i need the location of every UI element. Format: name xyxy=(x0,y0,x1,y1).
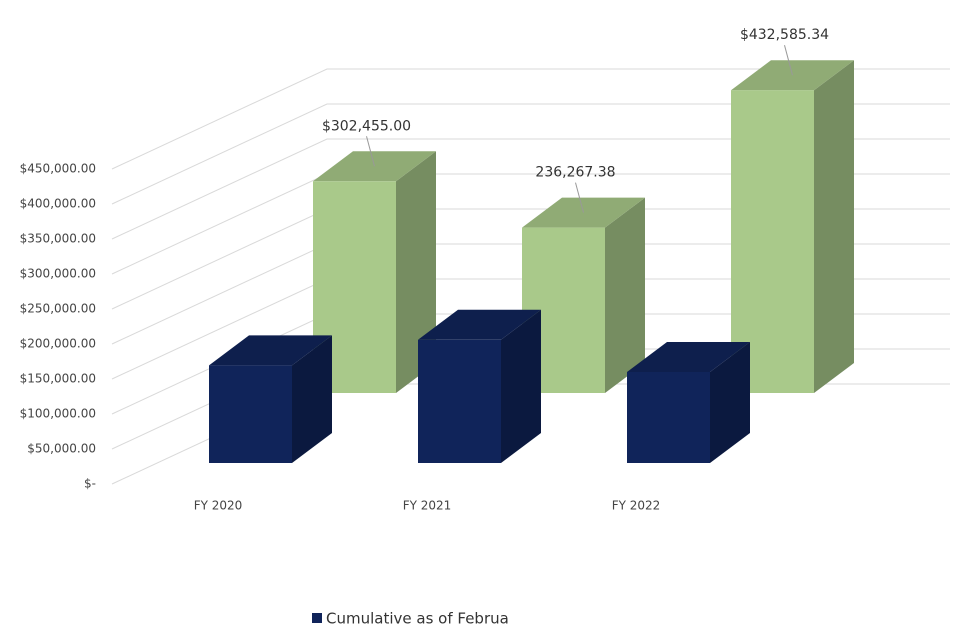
data-label: 236,267.38 xyxy=(535,165,615,181)
bar-side xyxy=(396,151,436,393)
bar xyxy=(209,335,332,463)
x-tick-label: FY 2022 xyxy=(612,499,661,513)
y-tick-label: $200,000.00 xyxy=(20,337,96,351)
data-label: $432,585.34 xyxy=(740,27,829,43)
y-tick-label: $350,000.00 xyxy=(20,232,96,246)
bar xyxy=(627,342,750,463)
y-tick-label: $300,000.00 xyxy=(20,267,96,281)
y-tick-label: $250,000.00 xyxy=(20,302,96,316)
y-tick-label: $400,000.00 xyxy=(20,197,96,211)
leader-line xyxy=(575,182,584,213)
leader-line xyxy=(784,45,793,76)
y-tick-label: $450,000.00 xyxy=(20,162,96,176)
bar-front xyxy=(209,365,292,463)
x-tick-label: FY 2020 xyxy=(194,499,243,513)
bar-side xyxy=(501,309,541,463)
leader-line xyxy=(366,136,375,167)
y-tick-label: $100,000.00 xyxy=(20,407,96,421)
bar-side xyxy=(605,197,645,393)
bar-top xyxy=(627,342,750,372)
data-label: $302,455.00 xyxy=(322,118,411,134)
legend-swatch xyxy=(312,613,322,623)
y-tick-label: $150,000.00 xyxy=(20,372,96,386)
x-tick-label: FY 2021 xyxy=(403,499,452,513)
y-tick-label: $- xyxy=(84,477,96,491)
bar xyxy=(313,151,436,393)
bar-top xyxy=(418,309,541,340)
bar-top xyxy=(209,335,332,366)
grid-line xyxy=(111,68,950,170)
bar-front xyxy=(418,339,501,463)
bar-side xyxy=(710,342,750,463)
bar-side xyxy=(292,335,332,463)
bar-front xyxy=(627,372,710,463)
bar-side xyxy=(814,60,854,394)
legend-label: Cumulative as of Februa xyxy=(326,610,509,628)
bar xyxy=(418,309,541,463)
y-tick-label: $50,000.00 xyxy=(27,442,96,456)
